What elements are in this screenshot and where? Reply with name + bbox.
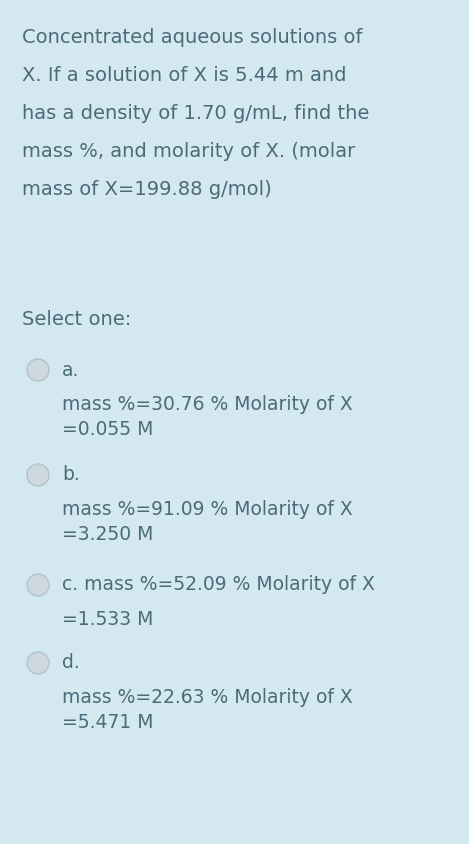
Text: mass %=30.76 % Molarity of X: mass %=30.76 % Molarity of X xyxy=(62,395,353,414)
Text: mass %=91.09 % Molarity of X: mass %=91.09 % Molarity of X xyxy=(62,500,353,519)
Circle shape xyxy=(27,574,49,596)
Text: has a density of 1.70 g/mL, find the: has a density of 1.70 g/mL, find the xyxy=(22,104,370,123)
Text: =5.471 M: =5.471 M xyxy=(62,713,153,732)
Text: d.: d. xyxy=(62,653,80,673)
Text: c. mass %=52.09 % Molarity of X: c. mass %=52.09 % Molarity of X xyxy=(62,576,375,594)
Circle shape xyxy=(27,359,49,381)
Text: mass of X=199.88 g/mol): mass of X=199.88 g/mol) xyxy=(22,180,272,199)
Circle shape xyxy=(27,652,49,674)
Text: X. If a solution of X is 5.44 m and: X. If a solution of X is 5.44 m and xyxy=(22,66,347,85)
Circle shape xyxy=(27,464,49,486)
Text: b.: b. xyxy=(62,466,80,484)
Text: Select one:: Select one: xyxy=(22,310,131,329)
Text: mass %=22.63 % Molarity of X: mass %=22.63 % Molarity of X xyxy=(62,688,353,707)
Text: =3.250 M: =3.250 M xyxy=(62,525,153,544)
Text: mass %, and molarity of X. (molar: mass %, and molarity of X. (molar xyxy=(22,142,355,161)
Text: a.: a. xyxy=(62,360,79,380)
Text: Concentrated aqueous solutions of: Concentrated aqueous solutions of xyxy=(22,28,363,47)
Text: =1.533 M: =1.533 M xyxy=(62,610,153,629)
Text: =0.055 M: =0.055 M xyxy=(62,420,153,439)
